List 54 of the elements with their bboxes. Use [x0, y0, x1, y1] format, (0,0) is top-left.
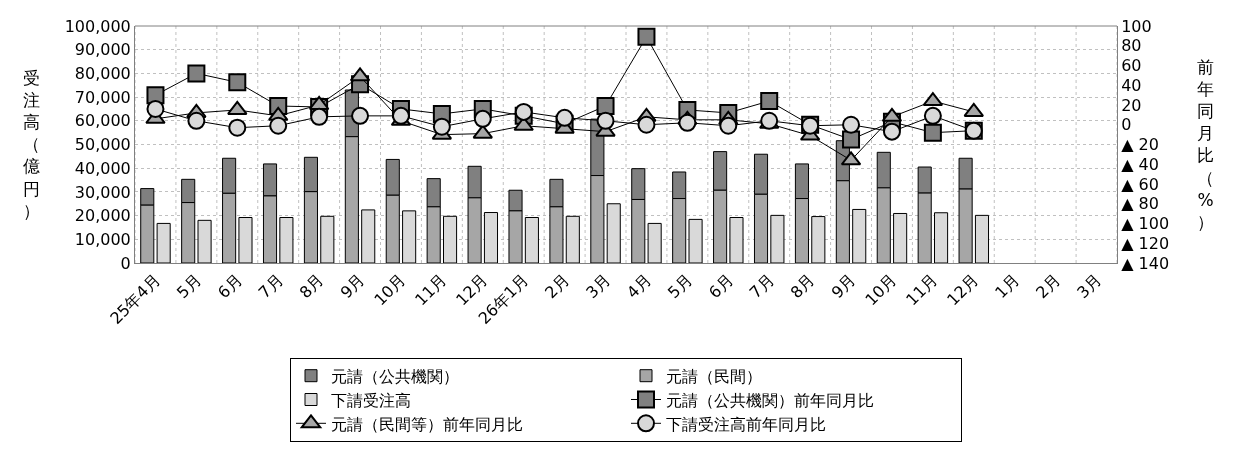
x-tick-label: 2月 — [1032, 270, 1065, 303]
x-tick-label: 10月 — [370, 270, 410, 310]
x-tick-label: 8月 — [786, 270, 819, 303]
y2-tick-label: ▲ 80 — [1121, 194, 1159, 214]
y2-tick-label: 0 — [1121, 115, 1132, 135]
legend-label: 下請受注高前年同月比 — [666, 414, 826, 434]
legend-label: 元請（民間等）前年同月比 — [331, 414, 523, 434]
x-tick-label: 5月 — [663, 270, 696, 303]
y-tick-label: 20,000 — [74, 206, 131, 226]
y-tick-label: 10,000 — [74, 229, 131, 249]
x-tick-label: 5月 — [172, 270, 205, 303]
y-tick-label: 40,000 — [74, 158, 131, 178]
x-tick-label: 4月 — [622, 270, 655, 303]
y2-tick-label: ▲ 120 — [1121, 233, 1170, 253]
y-tick-label: 30,000 — [74, 182, 131, 202]
x-tick-label: 3月 — [1073, 270, 1106, 303]
y2-tick-label: 100 — [1121, 16, 1152, 36]
y-tick-label: 50,000 — [74, 135, 131, 155]
y2-tick-label: 80 — [1121, 36, 1142, 56]
y2-tick-label: 40 — [1121, 75, 1142, 95]
x-tick-label: 6月 — [704, 270, 737, 303]
x-tick-label: 9月 — [336, 270, 369, 303]
x-tick-label: 12月 — [943, 270, 983, 310]
y2-tick-label: ▲ 20 — [1121, 135, 1159, 155]
y-axis-title: 受注高（億円） — [23, 68, 40, 221]
x-tick-label: 11月 — [411, 270, 451, 310]
legend-label: 元請（民間） — [666, 366, 762, 386]
x-tick-label: 7月 — [745, 270, 778, 303]
x-tick-label: 1月 — [991, 270, 1024, 303]
y-tick-label: 90,000 — [74, 40, 131, 60]
x-tick-label: 7月 — [254, 270, 287, 303]
x-tick-label: 2月 — [541, 270, 574, 303]
y-tick-label: 100,000 — [64, 16, 131, 36]
x-tick-label: 3月 — [582, 270, 615, 303]
y-tick-label: 70,000 — [74, 87, 131, 107]
x-tick-label: 8月 — [295, 270, 328, 303]
y2-tick-label: ▲ 40 — [1121, 154, 1159, 174]
y2-tick-label: ▲ 140 — [1121, 253, 1170, 273]
x-tick-label: 10月 — [861, 270, 901, 310]
legend-label: 元請（公共機関） — [331, 366, 459, 386]
x-tick-label: 25年4月 — [106, 270, 164, 328]
x-tick-label: 11月 — [902, 270, 942, 310]
y2-tick-label: ▲ 60 — [1121, 174, 1159, 194]
y2-tick-label: 60 — [1121, 56, 1142, 76]
x-tick-label: 9月 — [827, 270, 860, 303]
legend-label: 元請（公共機関）前年同月比 — [666, 390, 874, 410]
y2-tick-label: 20 — [1121, 95, 1142, 115]
x-tick-label: 6月 — [213, 270, 246, 303]
y-tick-label: 0 — [120, 253, 131, 273]
y2-axis-title: 前年同月比（%） — [1197, 57, 1214, 232]
y-tick-label: 60,000 — [74, 111, 131, 131]
legend-label: 下請受注高 — [331, 390, 411, 410]
y2-tick-label: ▲ 100 — [1121, 214, 1170, 234]
y-tick-label: 80,000 — [74, 64, 131, 83]
